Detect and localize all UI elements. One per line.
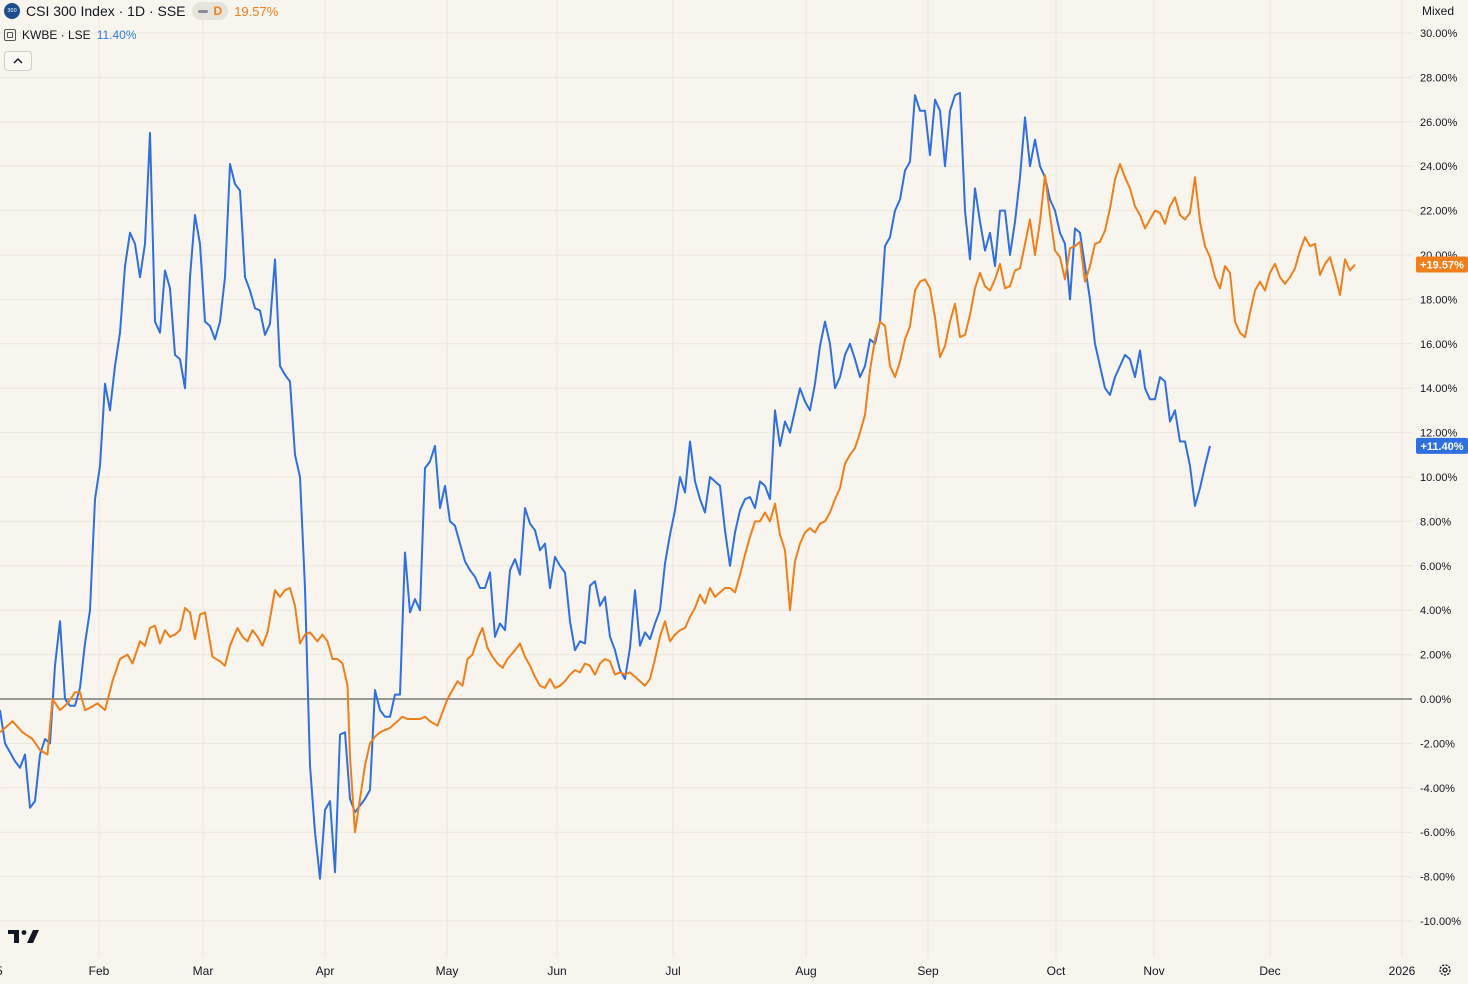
y-tick-label: 2.00%	[1420, 650, 1451, 662]
x-tick-label: Jun	[547, 964, 566, 978]
x-tick-label: Nov	[1143, 964, 1164, 978]
y-tick-label: 24.00%	[1420, 161, 1458, 173]
compare-symbol-icon	[4, 29, 16, 41]
y-tick-label: 22.00%	[1420, 206, 1458, 218]
y-axis[interactable]: 30.00%28.00%26.00%24.00%22.00%20.00%18.0…	[1420, 28, 1461, 928]
y-tick-label: -6.00%	[1420, 827, 1455, 839]
x-tick-label: Dec	[1259, 964, 1280, 978]
y-tick-label: -10.00%	[1420, 916, 1461, 928]
x-tick-label: Jul	[665, 964, 680, 978]
x-tick-label: Sep	[917, 964, 939, 978]
main-change-value: 19.57%	[234, 3, 279, 19]
csi300-logo-icon: 300	[4, 3, 20, 19]
last-value-label: +19.57%	[1420, 260, 1464, 272]
y-tick-label: 0.00%	[1420, 694, 1451, 706]
y-tick-label: 26.00%	[1420, 117, 1458, 129]
compare-symbol-title[interactable]: KWBE · LSE	[22, 28, 91, 42]
x-tick-label: 2026	[1389, 964, 1416, 978]
series-layer	[0, 91, 1356, 880]
interval-pill[interactable]: D	[191, 2, 229, 20]
tradingview-logo-icon[interactable]	[6, 926, 40, 951]
compare-change-value: 11.40%	[96, 28, 137, 42]
series-line-kwbe[interactable]	[0, 91, 1211, 880]
scale-mode-label[interactable]: Mixed	[1421, 4, 1454, 18]
last-value-tag	[1416, 256, 1468, 273]
x-tick-label: Feb	[89, 964, 110, 978]
last-value-label: +11.40%	[1420, 441, 1463, 453]
x-tick-label: Mar	[193, 964, 214, 978]
y-tick-label: 10.00%	[1420, 472, 1458, 484]
last-value-tags: +11.40% +19.57%	[1416, 256, 1468, 454]
y-tick-label: 16.00%	[1420, 339, 1458, 351]
legend-main-symbol[interactable]: 300 CSI 300 Index · 1D · SSE D 19.57%	[4, 2, 278, 20]
y-tick-label: 8.00%	[1420, 516, 1451, 528]
collapse-legend-button[interactable]	[4, 51, 32, 71]
chevron-up-icon	[13, 58, 23, 64]
y-tick-label: 18.00%	[1420, 294, 1458, 306]
grid-lines	[0, 0, 1412, 958]
y-tick-label: -2.00%	[1420, 738, 1455, 750]
x-tick-label: Apr	[316, 964, 335, 978]
hide-dash-icon	[197, 9, 208, 13]
data-source-letter: D	[213, 4, 223, 18]
x-tick-label: May	[436, 964, 459, 978]
y-tick-label: 30.00%	[1420, 28, 1458, 40]
last-value-tag	[1416, 437, 1468, 454]
main-symbol-title[interactable]: CSI 300 Index · 1D · SSE	[26, 3, 186, 19]
x-tick-label: Aug	[795, 964, 816, 978]
y-tick-label: 6.00%	[1420, 561, 1451, 573]
y-tick-label: -4.00%	[1420, 783, 1455, 795]
y-tick-label: -8.00%	[1420, 872, 1455, 884]
y-tick-label: 28.00%	[1420, 72, 1458, 84]
y-tick-label: 4.00%	[1420, 605, 1451, 617]
gear-icon[interactable]	[1438, 963, 1452, 982]
y-tick-label: 12.00%	[1420, 428, 1458, 440]
x-tick-label: 25	[0, 964, 3, 978]
series-line-csi-300-index[interactable]	[0, 163, 1356, 834]
x-axis[interactable]: 25 Feb Mar Apr May Jun Jul Aug Sep Oct Nov Dec 2026	[0, 964, 1416, 978]
y-tick-label: 14.00%	[1420, 383, 1458, 395]
legend-compare-symbol[interactable]: KWBE · LSE 11.40%	[4, 28, 137, 42]
x-tick-label: Oct	[1047, 964, 1066, 978]
